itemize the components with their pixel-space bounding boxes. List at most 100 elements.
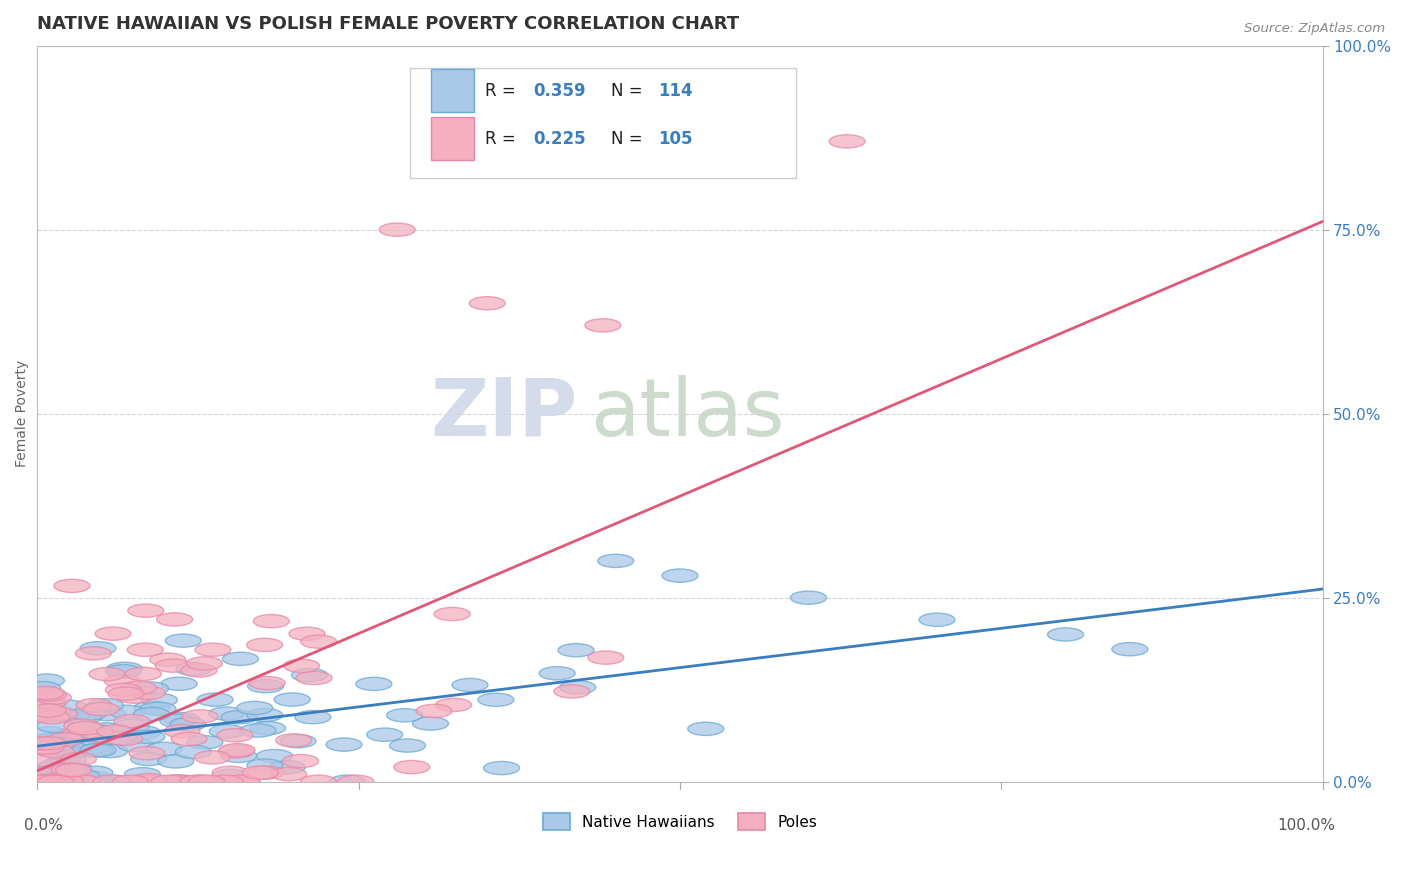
Ellipse shape (97, 725, 134, 738)
Ellipse shape (96, 627, 131, 640)
Ellipse shape (65, 775, 100, 789)
Text: 100.0%: 100.0% (1278, 819, 1336, 833)
Ellipse shape (301, 775, 336, 789)
Ellipse shape (105, 683, 141, 697)
Ellipse shape (329, 775, 366, 789)
Ellipse shape (122, 775, 159, 789)
Ellipse shape (66, 711, 101, 724)
Ellipse shape (247, 759, 283, 772)
Ellipse shape (53, 579, 90, 592)
Y-axis label: Female Poverty: Female Poverty (15, 360, 30, 467)
Ellipse shape (207, 775, 243, 789)
Ellipse shape (212, 769, 247, 782)
Ellipse shape (830, 135, 865, 148)
Ellipse shape (31, 696, 66, 709)
Ellipse shape (28, 674, 65, 687)
Ellipse shape (585, 318, 621, 332)
Ellipse shape (48, 775, 84, 789)
Ellipse shape (90, 707, 125, 721)
Ellipse shape (141, 702, 176, 715)
Ellipse shape (24, 775, 60, 789)
FancyBboxPatch shape (430, 117, 474, 160)
Ellipse shape (84, 729, 120, 742)
Ellipse shape (166, 634, 201, 648)
Ellipse shape (108, 706, 145, 718)
Ellipse shape (21, 737, 58, 750)
Ellipse shape (28, 741, 65, 755)
Ellipse shape (28, 775, 65, 789)
Ellipse shape (560, 681, 596, 694)
Ellipse shape (451, 679, 488, 691)
Ellipse shape (218, 745, 254, 758)
Ellipse shape (46, 772, 83, 786)
Ellipse shape (56, 762, 93, 775)
Text: R =: R = (485, 129, 520, 148)
Ellipse shape (212, 766, 249, 780)
Ellipse shape (209, 724, 245, 738)
Ellipse shape (51, 700, 87, 714)
Ellipse shape (28, 686, 63, 699)
Ellipse shape (688, 723, 724, 735)
Ellipse shape (35, 691, 72, 705)
Ellipse shape (34, 733, 70, 747)
Ellipse shape (188, 775, 225, 789)
Ellipse shape (242, 766, 278, 780)
Ellipse shape (91, 745, 128, 757)
Ellipse shape (280, 734, 316, 747)
Ellipse shape (128, 604, 163, 617)
Ellipse shape (253, 615, 290, 628)
Ellipse shape (70, 707, 107, 721)
Ellipse shape (165, 775, 201, 789)
Ellipse shape (55, 764, 91, 777)
Ellipse shape (24, 743, 59, 756)
Ellipse shape (380, 223, 415, 236)
Ellipse shape (155, 659, 191, 673)
Ellipse shape (247, 766, 284, 780)
FancyBboxPatch shape (411, 68, 796, 178)
Ellipse shape (20, 774, 56, 788)
Ellipse shape (80, 744, 115, 756)
Ellipse shape (39, 773, 76, 787)
Ellipse shape (65, 775, 101, 789)
Ellipse shape (412, 717, 449, 731)
Ellipse shape (150, 653, 186, 666)
Ellipse shape (181, 710, 218, 723)
Ellipse shape (96, 775, 131, 789)
Ellipse shape (156, 613, 193, 626)
Ellipse shape (127, 643, 163, 657)
Ellipse shape (221, 711, 257, 724)
Ellipse shape (136, 775, 173, 789)
Ellipse shape (76, 730, 111, 743)
Ellipse shape (920, 613, 955, 626)
Ellipse shape (51, 753, 87, 766)
Ellipse shape (150, 775, 187, 789)
Ellipse shape (271, 767, 307, 780)
Ellipse shape (224, 775, 259, 789)
Ellipse shape (30, 698, 66, 711)
Ellipse shape (221, 749, 257, 763)
Ellipse shape (80, 641, 117, 655)
Ellipse shape (662, 569, 697, 582)
Ellipse shape (194, 751, 231, 764)
Ellipse shape (30, 704, 66, 717)
Ellipse shape (48, 733, 83, 746)
Ellipse shape (107, 732, 142, 746)
Ellipse shape (38, 775, 73, 789)
Ellipse shape (76, 698, 112, 712)
Ellipse shape (160, 714, 195, 728)
Text: 0.0%: 0.0% (24, 819, 63, 833)
Ellipse shape (28, 708, 65, 722)
Ellipse shape (24, 707, 60, 721)
Ellipse shape (73, 775, 108, 789)
Text: Source: ZipAtlas.com: Source: ZipAtlas.com (1244, 22, 1385, 36)
Text: 0.359: 0.359 (533, 82, 586, 100)
Ellipse shape (790, 591, 827, 604)
Ellipse shape (172, 732, 207, 746)
Ellipse shape (270, 761, 305, 774)
Ellipse shape (134, 707, 169, 721)
Ellipse shape (27, 775, 62, 789)
Ellipse shape (416, 705, 451, 717)
Ellipse shape (22, 775, 59, 789)
Ellipse shape (104, 674, 141, 688)
Ellipse shape (124, 767, 160, 780)
